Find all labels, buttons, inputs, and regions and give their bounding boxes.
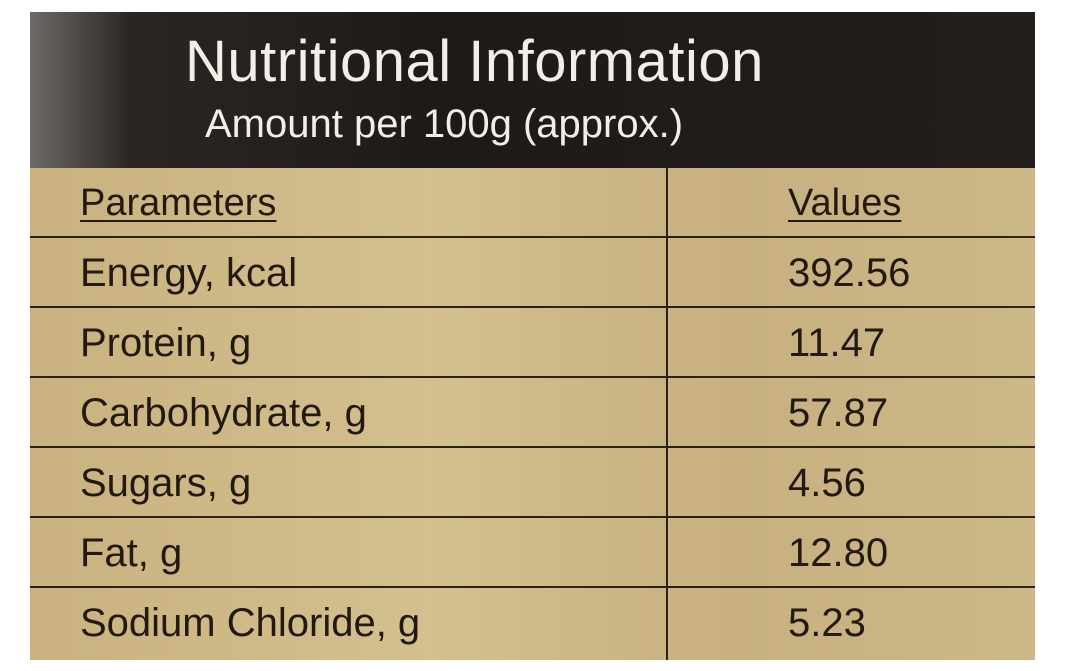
- table-row: Carbohydrate, g 57.87: [30, 378, 1035, 448]
- header-row: Parameters Values: [30, 168, 1035, 238]
- table-row: Sugars, g 4.56: [30, 448, 1035, 518]
- value-cell: 392.56: [788, 251, 911, 295]
- nutrition-table: Parameters Values Energy, kcal 392.56 Protei…: [30, 168, 1035, 656]
- nutrition-label: Nutritional Information Amount per 100g …: [30, 12, 1035, 660]
- subtitle: Amount per 100g (approx.): [205, 102, 684, 146]
- column-header: Values: [788, 182, 902, 224]
- value-cell: 5.23: [788, 601, 866, 645]
- value-cell: 11.47: [788, 321, 886, 365]
- parameter-cell: Sugars, g: [80, 461, 252, 505]
- table-row: Fat, g 12.80: [30, 518, 1035, 588]
- title: Nutritional Information: [185, 29, 764, 94]
- column-divider: [666, 168, 668, 660]
- parameter-cell: Sodium Chloride, g: [80, 601, 421, 645]
- table-row: Protein, g 11.47: [30, 308, 1035, 378]
- table-row: Sodium Chloride, g 5.23: [30, 588, 1035, 656]
- column-header: Parameters: [80, 182, 277, 224]
- label-header: Nutritional Information Amount per 100g …: [30, 12, 1035, 168]
- parameter-cell: Fat, g: [80, 531, 183, 575]
- table-row: Energy, kcal 392.56: [30, 238, 1035, 308]
- value-cell: 4.56: [788, 461, 866, 505]
- value-cell: 57.87: [788, 391, 889, 435]
- parameter-cell: Carbohydrate, g: [80, 391, 367, 435]
- parameter-cell: Protein, g: [80, 321, 252, 365]
- parameter-cell: Energy, kcal: [80, 251, 298, 295]
- value-cell: 12.80: [788, 531, 889, 575]
